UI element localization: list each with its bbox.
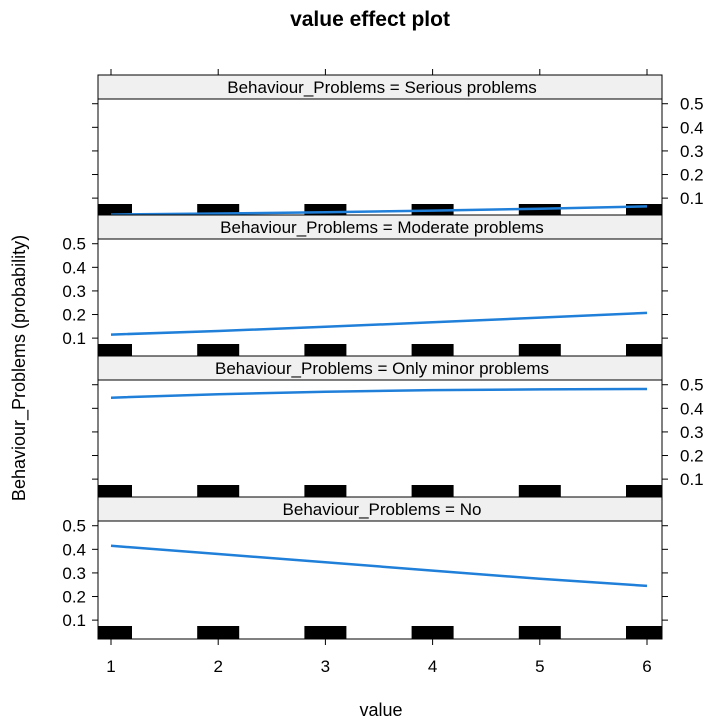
- rug-mark: [304, 485, 347, 498]
- x-tick-label: 2: [213, 657, 222, 676]
- y-tick-label: 0.3: [62, 282, 86, 301]
- x-axis: 1 2 3 4 5 6: [106, 69, 652, 676]
- y-tick-label: 0.2: [680, 166, 704, 185]
- y-tick-label: 0.3: [680, 423, 704, 442]
- rug-mark: [98, 626, 132, 639]
- x-tick-label: 5: [535, 657, 544, 676]
- panel-strip: [97, 74, 663, 100]
- rug-mark: [518, 626, 561, 639]
- chart-title: value effect plot: [290, 8, 450, 31]
- y-tick-label: 0.4: [680, 118, 704, 137]
- effect-line: [110, 544, 648, 588]
- effect-line: [110, 311, 648, 336]
- panels-group: Behaviour_Problems = Serious problems 0.1…: [62, 74, 704, 640]
- y-tick-label: 0.4: [680, 399, 704, 418]
- rug-mark: [197, 626, 240, 639]
- panel-strip-label: Behaviour_Problems = Serious problems: [227, 78, 536, 97]
- panel-frame: [97, 496, 663, 640]
- y-tick-label: 0.5: [680, 376, 704, 395]
- panel-2: Behaviour_Problems = Moderate problems 0.…: [62, 214, 668, 358]
- rug-mark: [626, 344, 662, 357]
- y-tick-label: 0.2: [62, 588, 86, 607]
- panel-strip-label: Behaviour_Problems = Only minor problems: [215, 359, 549, 378]
- rug-mark: [197, 485, 240, 498]
- y-tick-label: 0.5: [680, 95, 704, 114]
- rug-mark: [626, 626, 662, 639]
- panel-strip-label: Behaviour_Problems = No: [283, 500, 482, 519]
- y-tick-label: 0.2: [680, 447, 704, 466]
- effect-line: [110, 205, 648, 216]
- x-tick-label: 3: [321, 657, 330, 676]
- y-tick-label: 0.1: [680, 189, 704, 208]
- y-tick-label: 0.3: [680, 142, 704, 161]
- rug-mark: [304, 344, 347, 357]
- y-tick-label: 0.3: [62, 564, 86, 583]
- panel-1: Behaviour_Problems = Serious problems 0.1…: [92, 74, 704, 218]
- rug-mark: [626, 485, 662, 498]
- effect-line: [110, 387, 648, 399]
- y-tick-label: 0.1: [680, 470, 704, 489]
- panel-4: Behaviour_Problems = No 0.1 0.2 0.3 0.4 0.5: [62, 496, 668, 640]
- y-tick-label: 0.4: [62, 540, 86, 559]
- rug-mark: [411, 626, 454, 639]
- y-axis-label: Behaviour_Problems (probability): [9, 235, 30, 501]
- x-tick-label: 1: [106, 657, 115, 676]
- y-tick-label: 0.5: [62, 235, 86, 254]
- rug-mark: [411, 485, 454, 498]
- y-tick-label: 0.1: [62, 329, 86, 348]
- rug-mark: [518, 485, 561, 498]
- rug-mark: [411, 344, 454, 357]
- rug-mark: [518, 344, 561, 357]
- rug-mark: [304, 204, 347, 217]
- y-tick-label: 0.2: [62, 306, 86, 325]
- panel-strip-label: Behaviour_Problems = Moderate problems: [220, 218, 544, 237]
- rug-mark: [197, 344, 240, 357]
- rug-mark: [304, 626, 347, 639]
- y-tick-label: 0.1: [62, 611, 86, 630]
- y-tick-label: 0.5: [62, 517, 86, 536]
- y-tick-label: 0.4: [62, 258, 86, 277]
- rug-mark: [98, 344, 132, 357]
- x-axis-label: value: [359, 700, 402, 720]
- x-tick-label: 6: [642, 657, 651, 676]
- rug-mark: [98, 485, 132, 498]
- x-tick-label: 4: [428, 657, 437, 676]
- panel-3: Behaviour_Problems = Only minor problems…: [92, 355, 704, 499]
